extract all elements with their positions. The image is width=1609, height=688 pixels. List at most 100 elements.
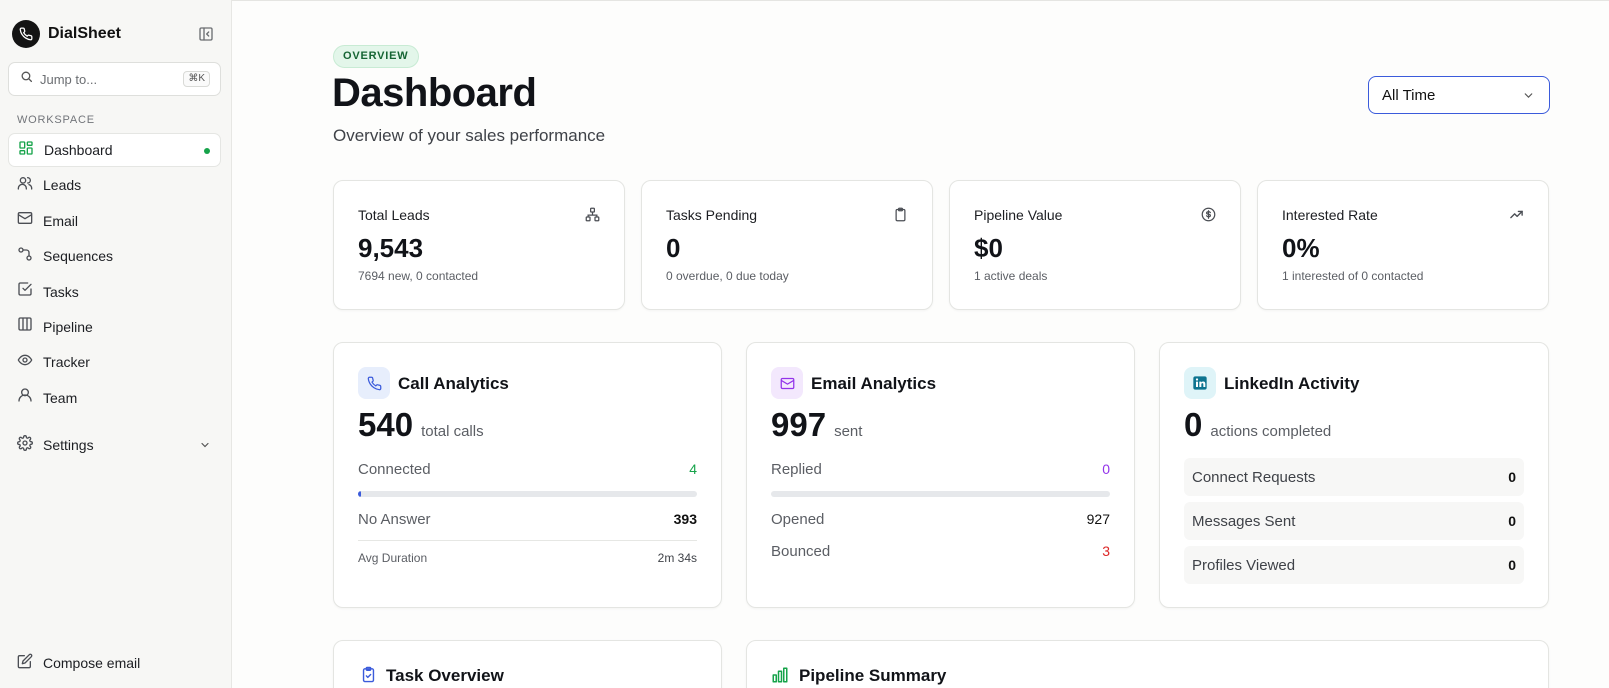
pipeline-summary-card: Pipeline Summary — [746, 640, 1549, 688]
sidebar-item-team[interactable]: Team — [8, 381, 221, 415]
gear-icon — [17, 434, 33, 456]
row-label: Replied — [771, 460, 822, 478]
row-value: 4 — [689, 461, 697, 477]
user-icon — [17, 387, 33, 408]
bounced-row: Bounced 3 — [771, 541, 1110, 561]
stat-title: Total Leads — [358, 207, 430, 223]
email-analytics-card: Email Analytics 997 sent Replied 0 Opene… — [746, 342, 1135, 608]
linkedin-icon — [1184, 367, 1216, 399]
search-placeholder: Jump to... — [40, 71, 98, 87]
date-range-value: All Time — [1382, 86, 1436, 104]
row-value: 0 — [1508, 469, 1516, 485]
sidebar-item-label: Tracker — [43, 354, 90, 371]
jump-to-search[interactable]: Jump to... ⌘K — [8, 62, 221, 96]
sequences-icon — [17, 246, 33, 267]
app-name: DialSheet — [48, 25, 121, 42]
total-calls: 540 total calls — [358, 406, 484, 444]
replied-row: Replied 0 — [771, 459, 1110, 479]
total-actions: 0 actions completed — [1184, 406, 1331, 444]
active-indicator-dot — [204, 148, 210, 154]
collapse-sidebar-icon[interactable] — [198, 26, 214, 42]
dashboard-icon — [18, 140, 34, 161]
sidebar-item-dashboard[interactable]: Dashboard — [8, 133, 221, 167]
clipboard-icon — [893, 207, 908, 227]
date-range-select[interactable]: All Time — [1368, 76, 1550, 114]
sidebar-item-tasks[interactable]: Tasks — [8, 275, 221, 309]
phone-logo-icon — [12, 20, 40, 48]
stat-title: Pipeline Value — [974, 207, 1063, 223]
bar-chart-icon — [771, 666, 789, 688]
total-actions-unit: actions completed — [1210, 423, 1332, 440]
page-title: Dashboard — [332, 71, 537, 115]
sidebar-nav: Dashboard Leads Email Sequences Tasks Pi… — [8, 133, 221, 416]
connected-progress-bar — [358, 491, 697, 497]
sidebar-item-leads[interactable]: Leads — [8, 168, 221, 202]
check-square-icon — [17, 281, 33, 302]
stat-note: 1 interested of 0 contacted — [1282, 269, 1424, 283]
stat-card-tasks-pending: Tasks Pending 0 0 overdue, 0 due today — [641, 180, 933, 310]
total-calls-unit: total calls — [421, 423, 484, 440]
row-label: Opened — [771, 510, 825, 528]
row-value: 393 — [673, 511, 697, 527]
sidebar-item-label: Leads — [43, 177, 82, 194]
stat-title: Interested Rate — [1282, 207, 1378, 223]
progress-fill — [358, 491, 361, 497]
overview-badge: OVERVIEW — [333, 45, 419, 68]
divider — [358, 540, 697, 541]
total-sent-unit: sent — [834, 423, 863, 440]
row-label: Avg Duration — [358, 551, 428, 565]
messages-sent-row: Messages Sent 0 — [1184, 502, 1524, 540]
row-value: 927 — [1086, 511, 1110, 527]
row-value: 3 — [1102, 543, 1110, 559]
sidebar-item-tracker[interactable]: Tracker — [8, 345, 221, 379]
phone-icon — [358, 367, 390, 399]
sidebar: DialSheet Jump to... ⌘K WORKSPACE Dashbo… — [0, 0, 232, 688]
stat-value: $0 — [974, 233, 1003, 263]
network-icon — [585, 207, 600, 227]
search-icon — [20, 70, 33, 88]
users-icon — [17, 175, 33, 196]
profiles-viewed-row: Profiles Viewed 0 — [1184, 546, 1524, 584]
card-title: Call Analytics — [398, 374, 509, 393]
stat-note: 0 overdue, 0 due today — [666, 269, 789, 283]
total-sent-value: 997 — [771, 406, 827, 443]
row-label: Profiles Viewed — [1192, 556, 1296, 574]
sidebar-item-email[interactable]: Email — [8, 204, 221, 238]
total-actions-value: 0 — [1184, 406, 1203, 443]
task-overview-card: Task Overview — [333, 640, 722, 688]
sidebar-item-settings[interactable]: Settings — [8, 428, 221, 462]
opened-row: Opened 927 — [771, 509, 1110, 529]
row-label: Connect Requests — [1192, 468, 1316, 486]
avg-duration-row: Avg Duration 2m 34s — [358, 548, 697, 568]
row-label: Connected — [358, 460, 431, 478]
row-value: 0 — [1508, 557, 1516, 573]
chevron-down-icon — [199, 438, 211, 456]
total-calls-value: 540 — [358, 406, 414, 443]
stat-value: 9,543 — [358, 233, 424, 263]
stat-card-interested-rate: Interested Rate 0% 1 interested of 0 con… — [1257, 180, 1549, 310]
row-value: 0 — [1102, 461, 1110, 477]
dollar-circle-icon — [1201, 207, 1216, 227]
row-label: No Answer — [358, 510, 431, 528]
sidebar-item-pipeline[interactable]: Pipeline — [8, 310, 221, 344]
trending-up-icon — [1509, 207, 1524, 227]
no-answer-row: No Answer 393 — [358, 509, 697, 529]
sidebar-item-sequences[interactable]: Sequences — [8, 239, 221, 273]
total-sent: 997 sent — [771, 406, 862, 444]
brand[interactable]: DialSheet — [12, 19, 121, 49]
connected-row: Connected 4 — [358, 459, 697, 479]
mail-icon — [17, 210, 33, 231]
compose-email-button[interactable]: Compose email — [8, 646, 221, 680]
row-label: Messages Sent — [1192, 512, 1296, 530]
sidebar-item-label: Email — [43, 212, 79, 229]
sidebar-item-label: Team — [43, 389, 78, 406]
top-border — [232, 0, 1609, 1]
workspace-section-label: WORKSPACE — [17, 114, 95, 126]
sidebar-item-label: Pipeline — [43, 318, 93, 335]
stat-note: 7694 new, 0 contacted — [358, 269, 479, 283]
eye-icon — [17, 352, 33, 373]
mail-icon — [771, 367, 803, 399]
row-value: 0 — [1508, 513, 1516, 529]
shortcut-badge: ⌘K — [183, 71, 210, 87]
chevron-down-icon — [1522, 89, 1535, 106]
